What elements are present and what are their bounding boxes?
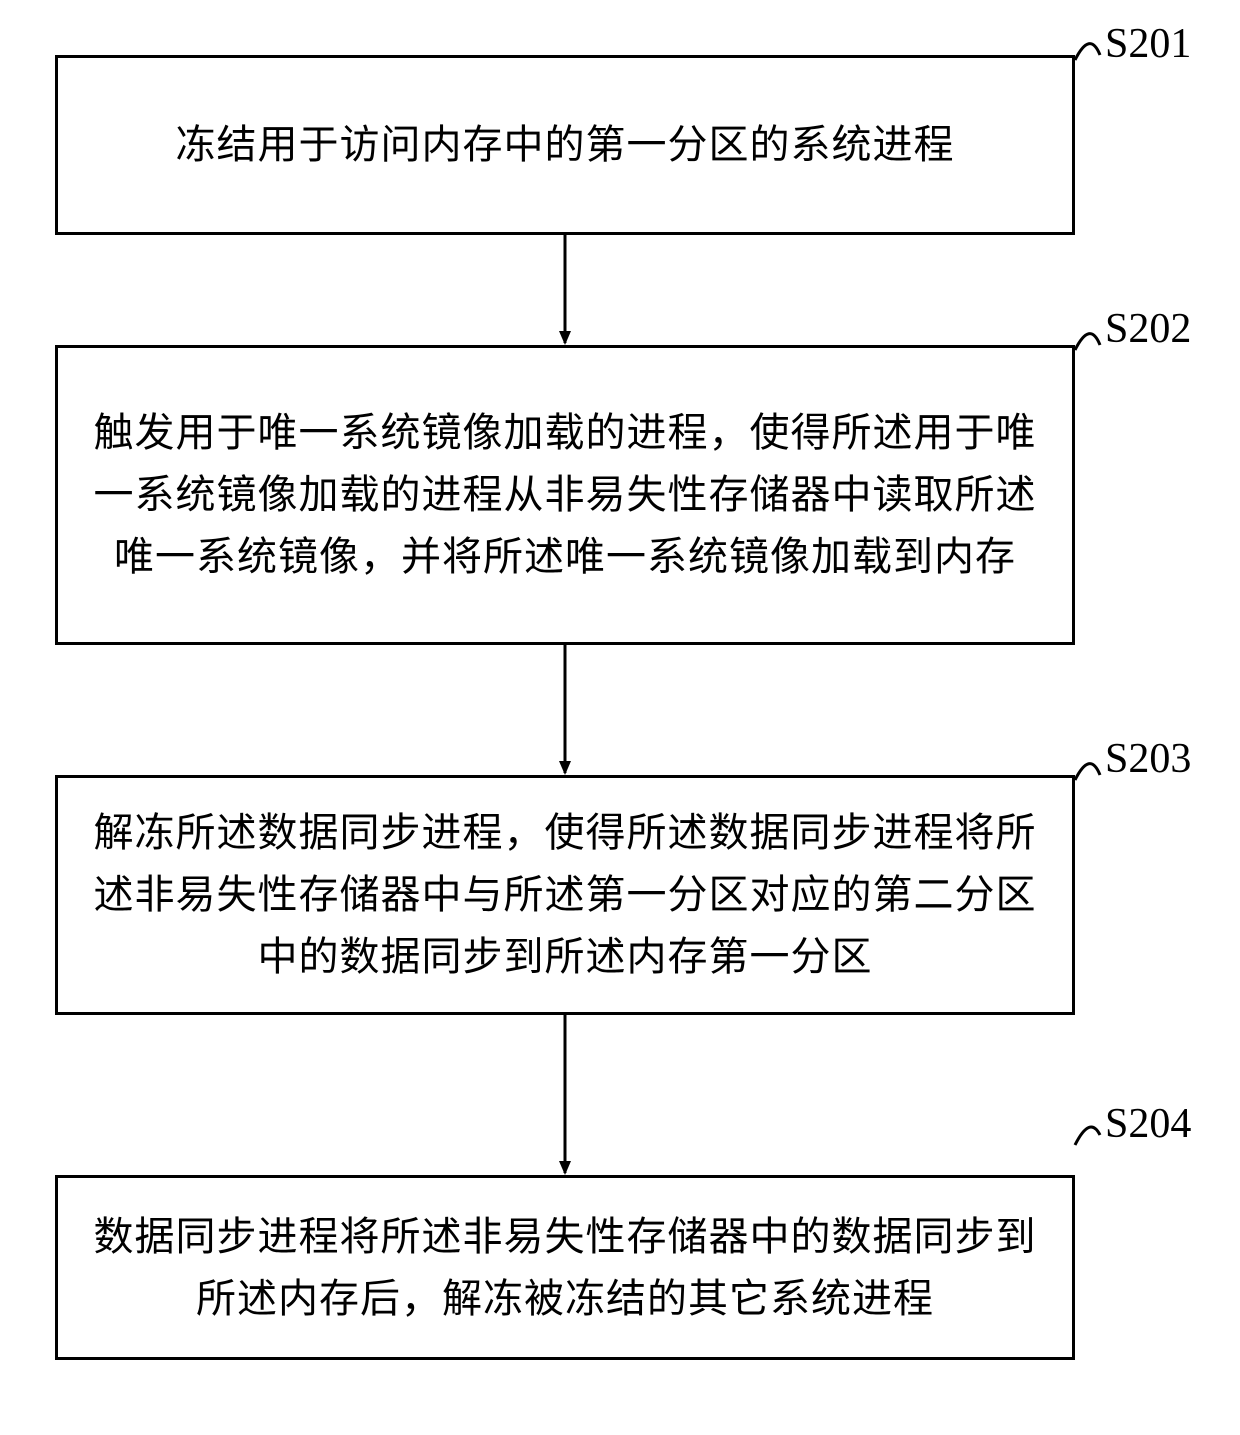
flow-step-s201: 冻结用于访问内存中的第一分区的系统进程 — [55, 55, 1075, 235]
label-leader — [1075, 44, 1100, 60]
label-leader — [1075, 764, 1100, 780]
flow-step-s201-text: 冻结用于访问内存中的第一分区的系统进程 — [176, 114, 955, 176]
step-label-s202: S202 — [1105, 305, 1191, 353]
flow-step-s203: 解冻所述数据同步进程，使得所述数据同步进程将所述非易失性存储器中与所述第一分区对… — [55, 775, 1075, 1015]
flow-step-s202: 触发用于唯一系统镜像加载的进程，使得所述用于唯一系统镜像加载的进程从非易失性存储… — [55, 345, 1075, 645]
step-label-s201: S201 — [1105, 20, 1191, 68]
flow-step-s202-text: 触发用于唯一系统镜像加载的进程，使得所述用于唯一系统镜像加载的进程从非易失性存储… — [88, 402, 1042, 588]
flow-step-s204: 数据同步进程将所述非易失性存储器中的数据同步到所述内存后，解冻被冻结的其它系统进… — [55, 1175, 1075, 1360]
label-leader — [1075, 334, 1100, 350]
step-label-s204: S204 — [1105, 1100, 1191, 1148]
flow-step-s204-text: 数据同步进程将所述非易失性存储器中的数据同步到所述内存后，解冻被冻结的其它系统进… — [88, 1206, 1042, 1330]
step-label-s203: S203 — [1105, 735, 1191, 783]
label-leader — [1075, 1127, 1100, 1145]
flow-step-s203-text: 解冻所述数据同步进程，使得所述数据同步进程将所述非易失性存储器中与所述第一分区对… — [88, 802, 1042, 988]
